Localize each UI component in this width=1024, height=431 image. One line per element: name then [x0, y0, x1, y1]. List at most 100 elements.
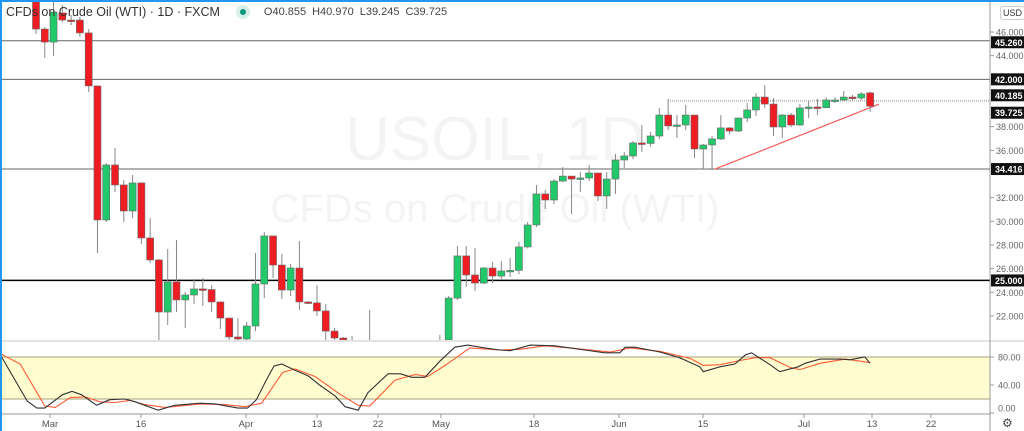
candle-body	[673, 124, 681, 127]
candle	[664, 98, 672, 130]
candle-body	[84, 32, 93, 87]
candle-body	[102, 164, 111, 221]
candle-body	[778, 114, 787, 128]
time-tick-label: May	[432, 419, 450, 430]
candle	[673, 115, 681, 138]
candle	[541, 190, 550, 209]
currency-button[interactable]: USD	[1000, 6, 1024, 20]
price-badge	[991, 89, 1024, 102]
candle	[286, 263, 295, 297]
candle	[866, 91, 874, 112]
candle	[199, 277, 207, 306]
symbol-header[interactable]: CFDs on Crude Oil (WTI) · 1D · FXCM O40.…	[6, 5, 447, 19]
candle-body	[146, 237, 154, 261]
candle	[84, 29, 93, 92]
price-tick-label: 26.000	[996, 264, 1024, 274]
candle-body	[471, 274, 479, 284]
price-tick-label: 32.000	[996, 193, 1024, 203]
candle-body	[708, 138, 716, 146]
candle	[40, 27, 49, 59]
market-status-icon	[235, 5, 250, 19]
candle	[207, 285, 216, 313]
focus-border-top	[0, 0, 1024, 2]
candle-body	[313, 302, 321, 312]
candle-body	[664, 114, 672, 127]
candle-body	[831, 99, 839, 102]
candle	[155, 259, 163, 340]
candle	[638, 124, 646, 152]
candle-body	[558, 175, 567, 182]
candle	[778, 113, 787, 138]
candle	[699, 144, 708, 169]
candle-body	[155, 259, 163, 313]
price-tick-label: 46.000	[996, 28, 1024, 38]
candle-body	[769, 103, 778, 128]
symbol-title[interactable]: CFDs on Crude Oil (WTI) · 1D · FXCM	[6, 5, 220, 19]
candle	[146, 217, 154, 264]
candle-body	[690, 114, 699, 150]
candle-body	[163, 281, 172, 313]
candle-body	[699, 144, 708, 150]
candle-body	[629, 142, 637, 157]
candle-body	[260, 235, 269, 285]
candle	[137, 182, 146, 244]
stoch-tick-label: 80.00	[998, 353, 1021, 363]
candle	[567, 175, 576, 215]
candle	[576, 171, 585, 193]
candle	[102, 162, 111, 222]
candle	[523, 221, 532, 249]
candle	[234, 318, 242, 340]
candle-body	[199, 288, 207, 291]
candle-body	[506, 270, 514, 273]
time-tick-label: Jun	[611, 419, 626, 430]
time-tick-label: Jul	[798, 419, 810, 430]
candle-body	[479, 267, 488, 284]
candle-body	[181, 294, 190, 301]
candle-body	[330, 330, 339, 339]
candle	[629, 140, 637, 159]
candle	[111, 147, 119, 193]
candle-body	[304, 301, 312, 304]
candle	[796, 104, 804, 126]
time-tick-label: Apr	[239, 419, 254, 430]
candle	[646, 131, 655, 147]
candle	[260, 232, 269, 299]
candle-body	[646, 135, 655, 144]
candle-body	[58, 12, 67, 21]
ohlc-high: H40.970	[312, 6, 354, 18]
candle	[58, 5, 67, 22]
candle-body	[321, 310, 330, 332]
candle-body	[717, 127, 725, 140]
candle-body	[594, 172, 602, 197]
watermark-description: CFDs on Crude Oil (WTI)	[271, 187, 720, 231]
candle-body	[515, 246, 523, 271]
candle-body	[752, 96, 760, 111]
candle	[330, 327, 339, 340]
candle-body	[822, 99, 831, 109]
stochastic-band	[0, 357, 990, 399]
candle-body	[866, 92, 874, 107]
candle	[181, 292, 190, 328]
price-tick-label: 22.000	[996, 311, 1024, 321]
candle	[681, 104, 690, 130]
candle-body	[251, 283, 260, 327]
candle	[506, 257, 514, 277]
candle-body	[550, 180, 558, 201]
gear-icon[interactable]: ⚙	[1002, 416, 1013, 430]
candle-body	[278, 264, 286, 291]
candle-body	[523, 224, 532, 248]
candle	[752, 93, 760, 116]
ohlc-open: O40.855	[263, 6, 307, 18]
time-tick-label: 16	[136, 419, 147, 430]
candle	[453, 246, 462, 300]
candle-body	[611, 159, 620, 180]
time-tick-label: 22	[926, 419, 937, 430]
watermark-symbol: USOIL, 1D	[345, 105, 645, 174]
candle	[216, 301, 225, 330]
candle-body	[638, 142, 646, 145]
price-badge-label: 45.260	[995, 38, 1023, 48]
candle-body	[76, 19, 84, 34]
candle	[620, 151, 629, 169]
candle	[848, 94, 857, 101]
